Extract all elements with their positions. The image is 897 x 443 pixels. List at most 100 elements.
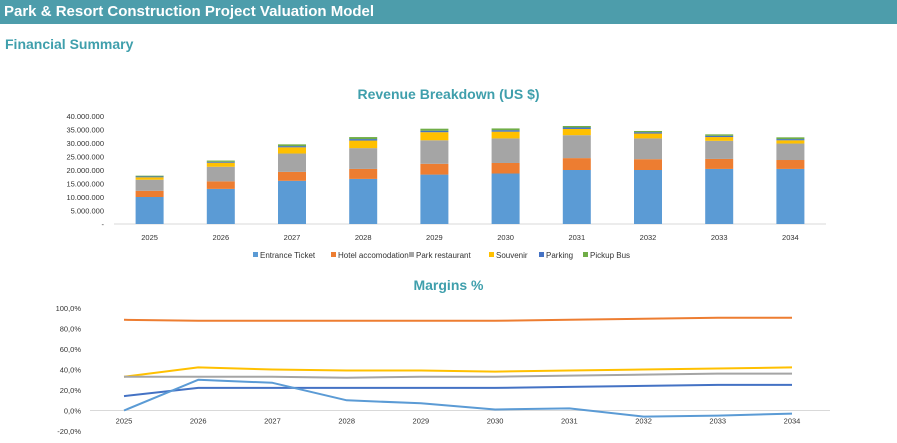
bar-segment [562,135,591,159]
bar-segment [705,134,734,136]
x-tick-label: 2034 [784,417,801,426]
bar-segment [278,147,306,154]
bar-segment [206,188,235,224]
x-tick-label: 2034 [782,233,799,242]
page-title-bar: Park & Resort Construction Project Valua… [0,0,897,24]
legend-label: Park restaurant [416,251,471,260]
bar-segment [349,168,378,179]
x-tick-label: 2031 [561,417,578,426]
bar-segment [634,138,662,160]
y-tick-label: 5.000.000 [71,207,104,216]
bar-segment [491,162,520,174]
x-tick-label: 2030 [487,417,504,426]
bar-segment [206,166,235,182]
y-tick-label: 100,0% [56,304,82,313]
bar-segment [562,127,591,129]
bar-segment [420,174,449,224]
bar-segment [135,179,164,191]
revenue-breakdown-chart: - 5.000.000 10.000.000 15.000.000 20.000.000… [66,112,826,260]
bar-segment [562,125,591,128]
bar-segment [135,177,164,180]
x-tick-label: 2032 [640,233,657,242]
legend-swatch [331,252,336,257]
bar-segment [562,170,591,224]
margins-chart: -20,0% 0,0% 20,0% 40,0% 60,0% 80,0% 100,0% 2025… [56,304,830,436]
x-tick-label: 2026 [190,417,207,426]
x-tick-label: 2027 [284,233,301,242]
bar-segment [491,173,520,224]
bar-segment [420,132,449,141]
bar-segment [634,170,662,224]
section-subtitle: Financial Summary [5,36,134,52]
legend-label: Hotel accomodation [338,251,409,260]
bar-segment [562,158,591,170]
bar-segment [278,171,306,181]
y-tick-label: 80,0% [60,325,82,334]
y-tick-label: 20,0% [60,386,82,395]
bar-segment [135,190,164,197]
bar-segment [278,153,306,172]
y-tick-label: - [102,220,105,229]
bar-segment [776,168,805,224]
y-tick-label: 0,0% [64,407,81,416]
x-tick-label: 2027 [264,417,281,426]
y-tick-label: 15.000.000 [66,180,104,189]
x-tick-label: 2026 [212,233,229,242]
bar-segment [776,139,805,141]
bar-segment [705,135,734,138]
series-line [123,378,793,418]
series-line [124,372,792,379]
bar-segment [278,144,306,147]
bar-segment [349,139,378,141]
bar-segment [206,160,235,162]
bar-segment [776,143,805,161]
legend-label: Souvenir [496,251,528,260]
series-line [123,366,793,378]
bar-segment [491,130,520,132]
bar-segment [278,180,306,224]
bar-segment [634,159,662,170]
bar-segment [705,168,734,224]
legend-label: Entrance Ticket [260,251,316,260]
y-tick-label: 30.000.000 [66,139,104,148]
y-tick-label: 40.000.000 [66,112,104,121]
y-tick-label: 25.000.000 [66,153,104,162]
bar-segment [491,138,520,163]
bar-segment [278,146,306,148]
bar-segment [420,140,449,164]
legend-swatch [583,252,588,257]
x-tick-label: 2033 [709,417,726,426]
bar-segment [206,181,235,189]
y-tick-label: 40,0% [60,366,82,375]
bar-segment [349,148,378,169]
x-tick-label: 2025 [141,233,158,242]
y-tick-label: 60,0% [60,345,82,354]
x-tick-label: 2033 [711,233,728,242]
bar-segment [420,163,449,175]
x-tick-label: 2025 [116,417,133,426]
legend-label: Pickup Bus [590,251,630,260]
bar-segment [491,128,520,131]
bar-segment [705,158,734,169]
x-tick-label: 2028 [355,233,372,242]
bar-segment [776,140,805,144]
bar-segment [349,137,378,140]
y-tick-label: 10.000.000 [66,193,104,202]
y-tick-label: -20,0% [57,427,81,436]
bar-segment [634,133,662,139]
y-tick-label: 35.000.000 [66,126,104,135]
bar-segment [135,197,164,224]
bar-segment [349,178,378,224]
bar-segment [634,130,662,133]
legend-swatch [489,252,494,257]
bar-segment [776,160,805,169]
x-tick-label: 2031 [568,233,585,242]
x-tick-label: 2032 [635,417,652,426]
bar-segment [135,176,164,178]
x-tick-label: 2028 [338,417,355,426]
legend-swatch [253,252,258,257]
bar-segment [420,128,449,131]
bar-segment [705,140,734,159]
revenue-chart-title: Revenue Breakdown (US $) [357,86,540,102]
